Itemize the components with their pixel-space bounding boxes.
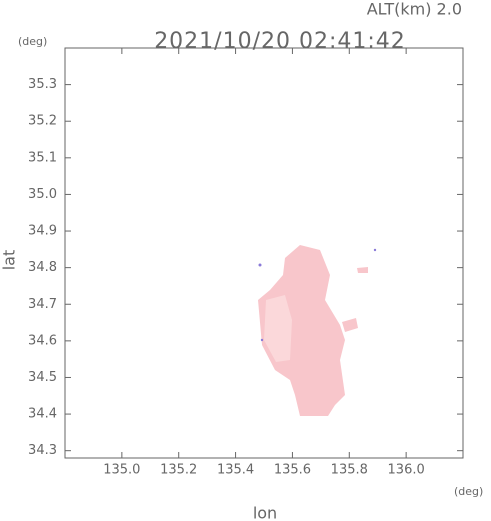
x-tick-label: 135.6 [274,463,311,478]
y-axis-label: lat [0,250,19,271]
echo-speck [373,248,377,252]
x-tick-label: 135.0 [103,463,140,478]
altitude-label: ALT(km) 2.0 [367,0,462,19]
y-tick-label: 35.2 [28,114,57,129]
y-tick-label: 34.7 [28,297,57,312]
y-tick-label: 34.5 [28,370,57,385]
x-tick-label: 135.8 [331,463,368,478]
y-tick-label: 35.0 [28,187,57,202]
echo-fragment [342,318,358,332]
y-tick-label: 34.9 [28,224,57,239]
y-tick-label: 34.3 [28,443,57,458]
plot-frame [64,47,464,459]
x-unit: (deg) [454,485,483,498]
y-tick-label: 34.6 [28,333,57,348]
chart-title: 2021/10/20 02:41:42 [154,29,406,54]
precipitation-area [258,245,377,416]
echo-region [258,245,345,416]
x-tick-label: 136.0 [388,463,425,478]
echo-speck [260,338,264,342]
echo-speck [258,263,262,267]
x-tick-label: 135.4 [217,463,254,478]
y-unit: (deg) [18,35,47,48]
y-tick-label: 34.8 [28,260,57,275]
x-axis-label: lon [253,504,277,521]
y-tick-label: 34.4 [28,407,57,422]
echo-fragment [357,267,368,273]
x-tick-label: 135.2 [160,463,197,478]
y-tick-label: 35.3 [28,77,57,92]
echo-region-light [264,295,292,362]
y-tick-label: 35.1 [28,150,57,165]
